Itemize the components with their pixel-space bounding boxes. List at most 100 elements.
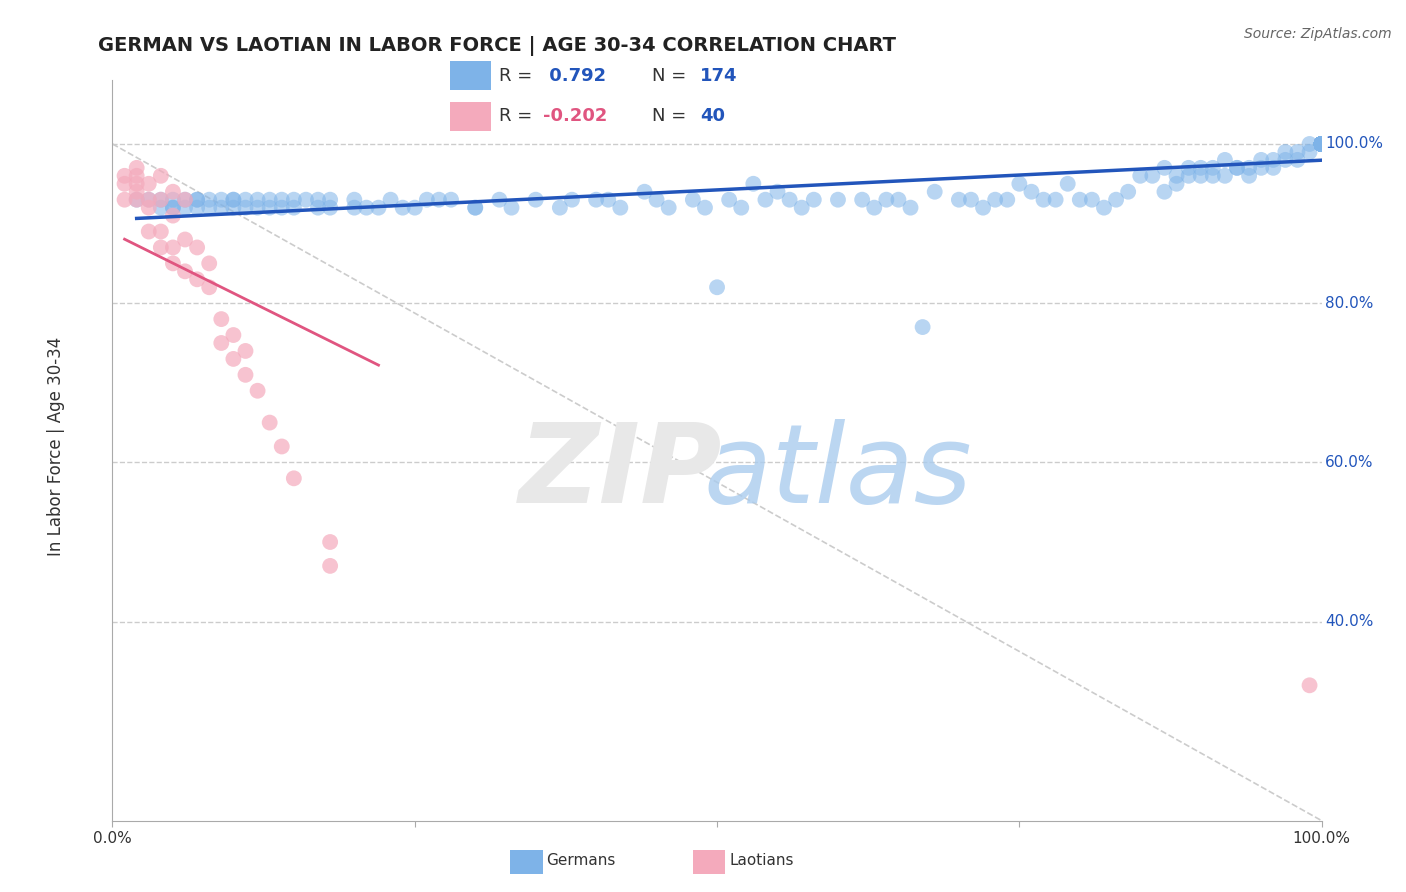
Point	[1081, 193, 1104, 207]
Point	[1310, 136, 1333, 151]
Point	[488, 193, 510, 207]
Point	[960, 193, 983, 207]
Point	[162, 256, 184, 270]
Point	[585, 193, 607, 207]
Point	[138, 225, 160, 239]
Point	[416, 193, 439, 207]
Point	[464, 201, 486, 215]
Point	[1310, 136, 1333, 151]
Point	[1310, 136, 1333, 151]
Text: N =: N =	[651, 107, 686, 125]
Point	[138, 193, 160, 207]
Point	[464, 201, 486, 215]
Point	[198, 256, 221, 270]
FancyBboxPatch shape	[450, 102, 491, 130]
Point	[995, 193, 1018, 207]
Point	[1032, 193, 1054, 207]
Point	[1310, 136, 1333, 151]
Point	[1310, 136, 1333, 151]
Point	[730, 201, 752, 215]
Point	[1286, 145, 1309, 159]
Point	[174, 193, 197, 207]
Point	[283, 201, 305, 215]
Text: 174: 174	[700, 67, 738, 85]
Point	[186, 272, 208, 286]
Point	[1310, 136, 1333, 151]
Point	[283, 193, 305, 207]
Point	[900, 201, 922, 215]
Point	[162, 185, 184, 199]
Point	[1298, 136, 1320, 151]
Point	[1310, 136, 1333, 151]
Point	[1310, 136, 1333, 151]
Point	[1263, 161, 1285, 175]
Point	[222, 193, 245, 207]
Point	[235, 343, 257, 358]
Point	[1056, 177, 1078, 191]
Point	[114, 169, 136, 183]
Point	[222, 328, 245, 343]
Point	[1274, 145, 1296, 159]
Point	[1310, 136, 1333, 151]
Text: N =: N =	[651, 67, 686, 85]
Point	[319, 535, 342, 549]
Point	[1310, 136, 1333, 151]
Point	[1189, 169, 1212, 183]
Point	[803, 193, 825, 207]
Point	[162, 201, 184, 215]
Point	[1310, 136, 1333, 151]
Point	[427, 193, 450, 207]
Text: Laotians: Laotians	[730, 854, 793, 868]
Point	[404, 201, 426, 215]
Point	[198, 280, 221, 294]
Text: 60.0%: 60.0%	[1326, 455, 1374, 470]
Point	[1310, 136, 1333, 151]
Point	[138, 193, 160, 207]
Text: R =: R =	[499, 107, 531, 125]
Point	[851, 193, 873, 207]
Point	[1310, 136, 1333, 151]
Text: Source: ZipAtlas.com: Source: ZipAtlas.com	[1244, 27, 1392, 41]
Point	[984, 193, 1007, 207]
Point	[295, 193, 318, 207]
Point	[149, 201, 172, 215]
Point	[754, 193, 776, 207]
Point	[209, 336, 232, 351]
Point	[138, 201, 160, 215]
Point	[863, 201, 886, 215]
Point	[1310, 136, 1333, 151]
Point	[1250, 161, 1272, 175]
Point	[548, 201, 571, 215]
FancyBboxPatch shape	[450, 62, 491, 90]
Point	[125, 193, 148, 207]
Point	[222, 193, 245, 207]
Point	[174, 193, 197, 207]
Point	[1202, 169, 1225, 183]
Point	[1153, 161, 1175, 175]
Point	[1310, 136, 1333, 151]
Point	[209, 201, 232, 215]
Point	[1142, 169, 1164, 183]
Point	[343, 193, 366, 207]
Point	[742, 177, 765, 191]
Point	[198, 201, 221, 215]
Text: In Labor Force | Age 30-34: In Labor Force | Age 30-34	[48, 336, 65, 556]
Point	[186, 193, 208, 207]
Point	[259, 201, 281, 215]
Point	[235, 201, 257, 215]
Point	[125, 161, 148, 175]
Point	[1105, 193, 1128, 207]
Point	[1166, 177, 1188, 191]
Text: Germans: Germans	[547, 854, 616, 868]
Point	[209, 193, 232, 207]
Point	[1092, 201, 1115, 215]
Point	[1226, 161, 1249, 175]
Point	[598, 193, 620, 207]
Point	[259, 193, 281, 207]
Point	[561, 193, 583, 207]
Point	[1237, 169, 1260, 183]
Point	[174, 232, 197, 246]
Point	[1263, 153, 1285, 167]
Point	[1310, 136, 1333, 151]
Point	[1310, 136, 1333, 151]
